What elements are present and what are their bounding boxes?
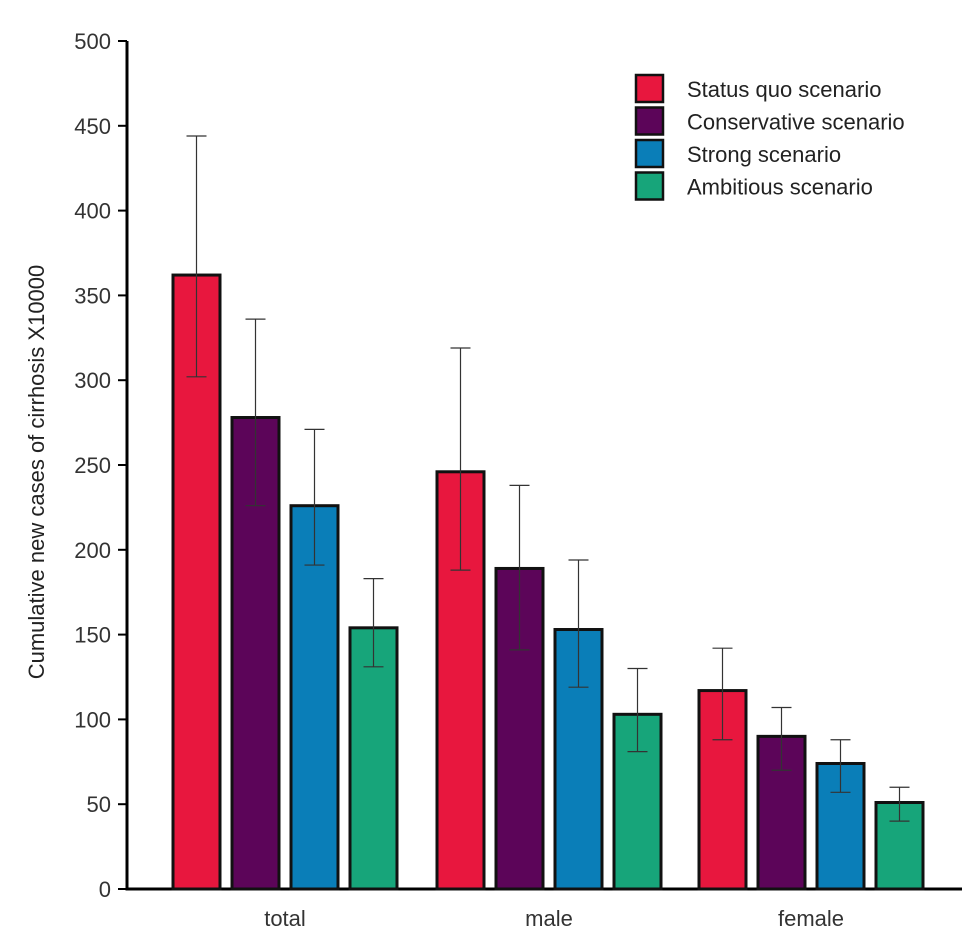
legend-swatch-1	[634, 73, 665, 104]
legend-swatch-3	[634, 138, 665, 169]
y-tick-label: 150	[74, 623, 111, 648]
error-bar-female-3	[830, 739, 851, 793]
legend: Status quo scenario Conservative scenario…	[634, 73, 905, 201]
y-tick-label: 200	[74, 538, 111, 563]
bar-total-2	[230, 416, 281, 891]
y-axis-title: Cumulative new cases of cirrhosis X10000	[24, 265, 49, 680]
y-tick-label: 500	[74, 29, 111, 54]
error-bar-total-1	[186, 135, 207, 378]
y-tick-label: 100	[74, 707, 111, 732]
error-bar-male-3	[568, 559, 589, 688]
error-bar-male-2	[509, 484, 530, 651]
error-bar-total-4	[363, 578, 384, 668]
legend-swatch-4	[634, 171, 665, 201]
x-tick-label-male: male	[525, 906, 573, 931]
bar-total-4	[348, 626, 399, 891]
error-bar-female-1	[712, 647, 733, 741]
plot-area: 0 50 100 150 200 250 300 350 400 450 500 total male f…	[74, 29, 962, 931]
error-bar-male-1	[450, 347, 471, 571]
x-tick-label-total: total	[264, 906, 306, 931]
legend-label-2: Conservative scenario	[687, 110, 905, 135]
legend-label-3: Strong scenario	[687, 142, 841, 167]
legend-swatch-2	[634, 106, 665, 136]
legend-label-1: Status quo scenario	[687, 77, 881, 102]
y-tick-label: 50	[87, 792, 111, 817]
x-tick-label-female: female	[778, 906, 844, 931]
legend-label-4: Ambitious scenario	[687, 175, 873, 200]
error-bar-female-2	[771, 706, 792, 771]
y-tick-label: 250	[74, 453, 111, 478]
error-bar-total-2	[245, 318, 266, 507]
y-tick-label: 300	[74, 368, 111, 393]
error-bar-total-3	[304, 428, 325, 566]
y-tick-label: 450	[74, 114, 111, 139]
error-bar-female-4	[889, 786, 910, 822]
y-tick-label: 400	[74, 199, 111, 224]
y-tick-label: 0	[99, 877, 111, 902]
y-tick-label: 350	[74, 283, 111, 308]
error-bar-male-4	[627, 667, 648, 753]
